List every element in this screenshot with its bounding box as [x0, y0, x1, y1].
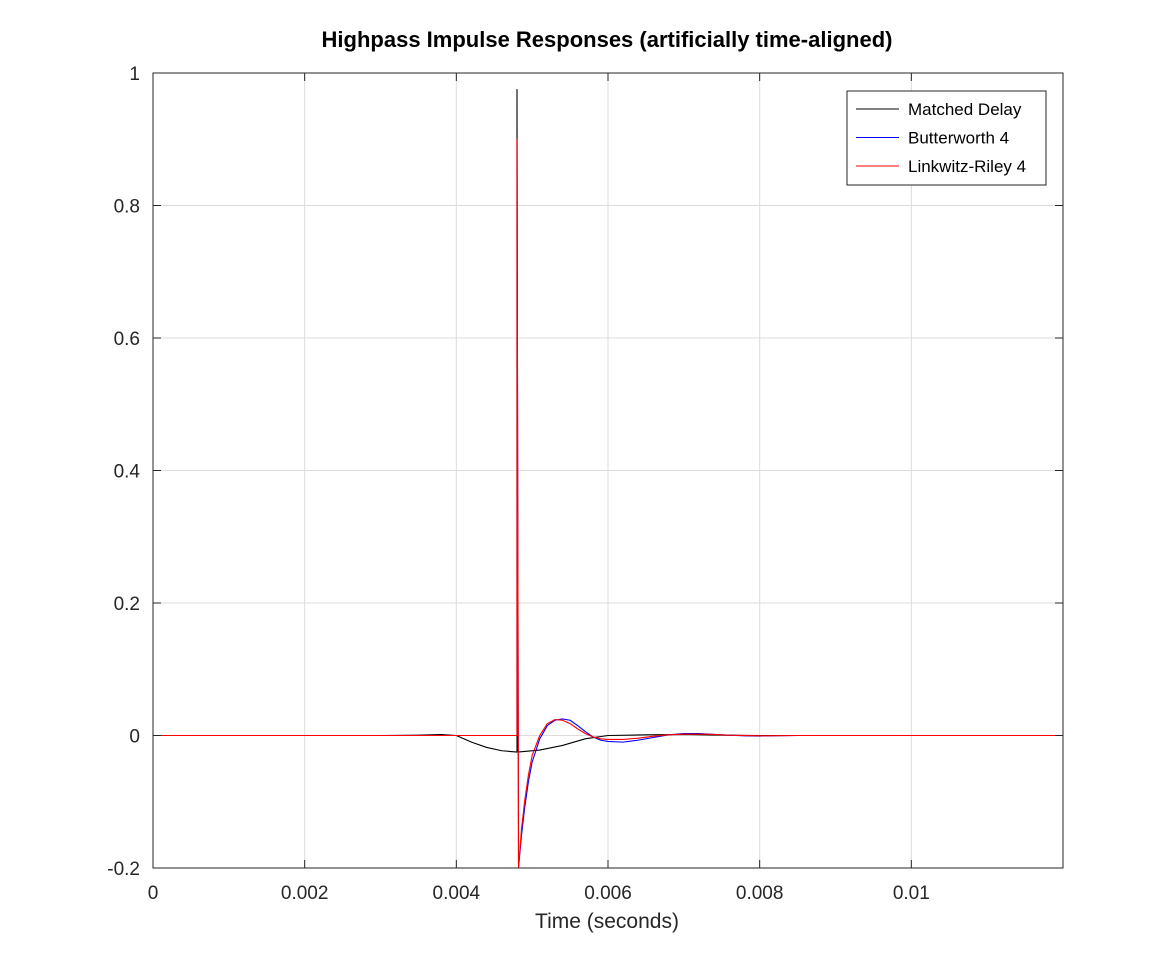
y-tick-label: -0.2	[107, 859, 140, 880]
x-tick-label: 0.01	[893, 883, 930, 904]
x-tick-label: 0	[148, 883, 159, 904]
legend-label: Linkwitz-Riley 4	[908, 157, 1026, 176]
x-tick-label: 0.002	[281, 883, 329, 904]
y-tick-label: 0.2	[114, 594, 140, 615]
x-tick-label: 0.006	[584, 883, 632, 904]
legend: Matched Delay Butterworth 4 Linkwitz-Riley…	[846, 90, 1047, 186]
y-tick-label: 0.4	[114, 462, 141, 483]
ticks	[152, 72, 1063, 869]
legend-label: Matched Delay	[908, 100, 1022, 119]
tick-labels: 0 0.002 0.004 0.006 0.008 0.01 -0.2 0 0.2 0.4 0.6 0…	[107, 64, 930, 904]
x-axis-label: Time (seconds)	[535, 910, 679, 933]
series-group	[153, 89, 1063, 869]
chart-title: Highpass Impulse Responses (artificially…	[322, 27, 893, 52]
series-line-3	[153, 138, 1063, 869]
y-tick-label: 1	[129, 64, 140, 85]
y-tick-label: 0.6	[114, 329, 140, 350]
legend-label: Butterworth 4	[908, 129, 1009, 148]
x-tick-label: 0.008	[736, 883, 784, 904]
y-tick-label: 0.8	[114, 197, 140, 218]
x-tick-label: 0.004	[433, 883, 481, 904]
y-tick-label: 0	[129, 727, 140, 748]
